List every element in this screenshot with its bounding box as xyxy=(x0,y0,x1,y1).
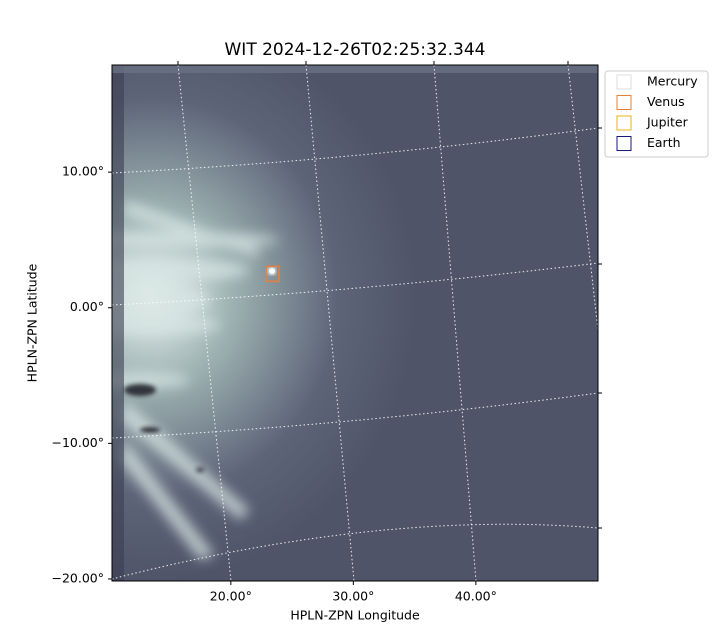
x-axis-label: HPLN-ZPN Longitude xyxy=(290,608,420,623)
y-tick-label: 0.00° xyxy=(70,299,104,314)
x-tick-label: 30.00° xyxy=(332,589,374,604)
sky-image xyxy=(112,65,598,581)
y-tick-label: 10.00° xyxy=(62,164,104,179)
legend-label: Earth xyxy=(647,135,681,150)
legend-label: Jupiter xyxy=(646,115,689,130)
y-axis-label: HPLN-ZPN Latitude xyxy=(25,263,40,382)
x-tick-label: 40.00° xyxy=(455,589,497,604)
legend-label: Venus xyxy=(647,94,685,109)
legend-marker xyxy=(616,136,632,151)
frame-ticks xyxy=(177,61,602,529)
planet-marker xyxy=(265,265,280,283)
chart-title: WIT 2024-12-26T02:25:32.344 xyxy=(225,40,486,60)
legend-label: Mercury xyxy=(647,74,698,89)
x-tick-label: 20.00° xyxy=(210,589,252,604)
legend-marker xyxy=(616,95,632,110)
legend-marker xyxy=(616,74,632,90)
legend xyxy=(604,70,709,158)
y-tick-label: −10.00° xyxy=(51,435,104,450)
legend-marker xyxy=(616,115,632,131)
y-tick-label: −20.00° xyxy=(51,570,104,585)
plot-frame xyxy=(111,64,599,582)
